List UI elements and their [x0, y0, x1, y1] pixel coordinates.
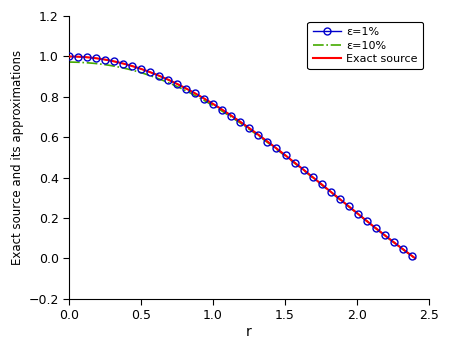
X-axis label: r: r — [246, 325, 252, 339]
Y-axis label: Exact source and its approximations: Exact source and its approximations — [11, 50, 24, 265]
Legend: ε=1%, ε=10%, Exact source: ε=1%, ε=10%, Exact source — [307, 22, 423, 69]
